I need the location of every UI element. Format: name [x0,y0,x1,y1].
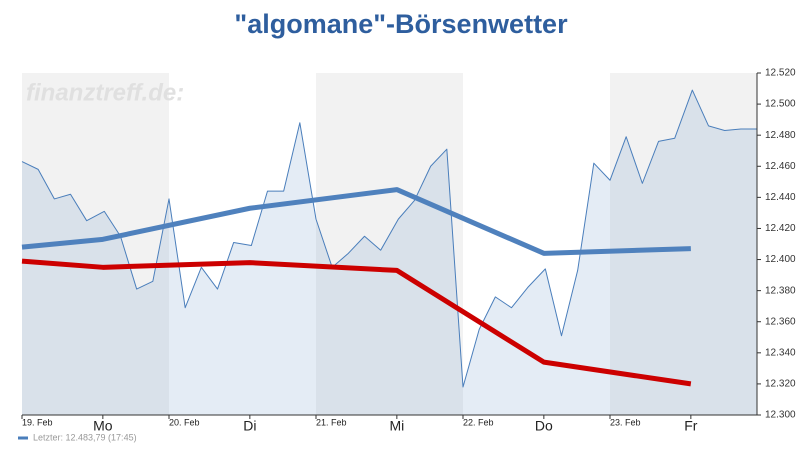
line [21,89,757,388]
y-tick-label: 12.520 [765,68,796,79]
line [21,258,692,387]
x-tick-label: Do [535,418,553,434]
x-tick-label: Di [243,418,256,434]
line [21,187,691,256]
y-tick-label: 12.420 [765,223,796,234]
area [22,90,757,415]
x-tick-label: Mi [389,418,404,434]
x-tick-label: 20. Feb [169,417,200,427]
day-band [316,73,463,415]
y-tick-label: 12.360 [765,316,796,327]
chart-title: "algomane"-Börsenwetter [234,9,568,39]
y-tick-label: 12.500 [765,99,796,110]
x-tick-label: 23. Feb [610,417,641,427]
watermark: finanztreff.de: [26,79,184,106]
x-tick-label: Fr [684,418,698,434]
y-tick-label: 12.460 [765,161,796,172]
x-tick-label: 19. Feb [22,417,53,427]
x-tick-label: 22. Feb [463,417,494,427]
legend-label: Letzter: 12.483,79 (17:45) [33,432,137,442]
y-tick-label: 12.380 [765,285,796,296]
x-tick-label: Mo [93,418,113,434]
y-tick-label: 12.400 [765,254,796,265]
y-tick-label: 12.340 [765,347,796,358]
y-tick-label: 12.440 [765,192,796,203]
y-tick-label: 12.480 [765,130,796,141]
y-tick-label: 12.320 [765,379,796,390]
x-tick-label: 21. Feb [316,417,347,427]
y-tick-label: 12.300 [765,410,796,421]
